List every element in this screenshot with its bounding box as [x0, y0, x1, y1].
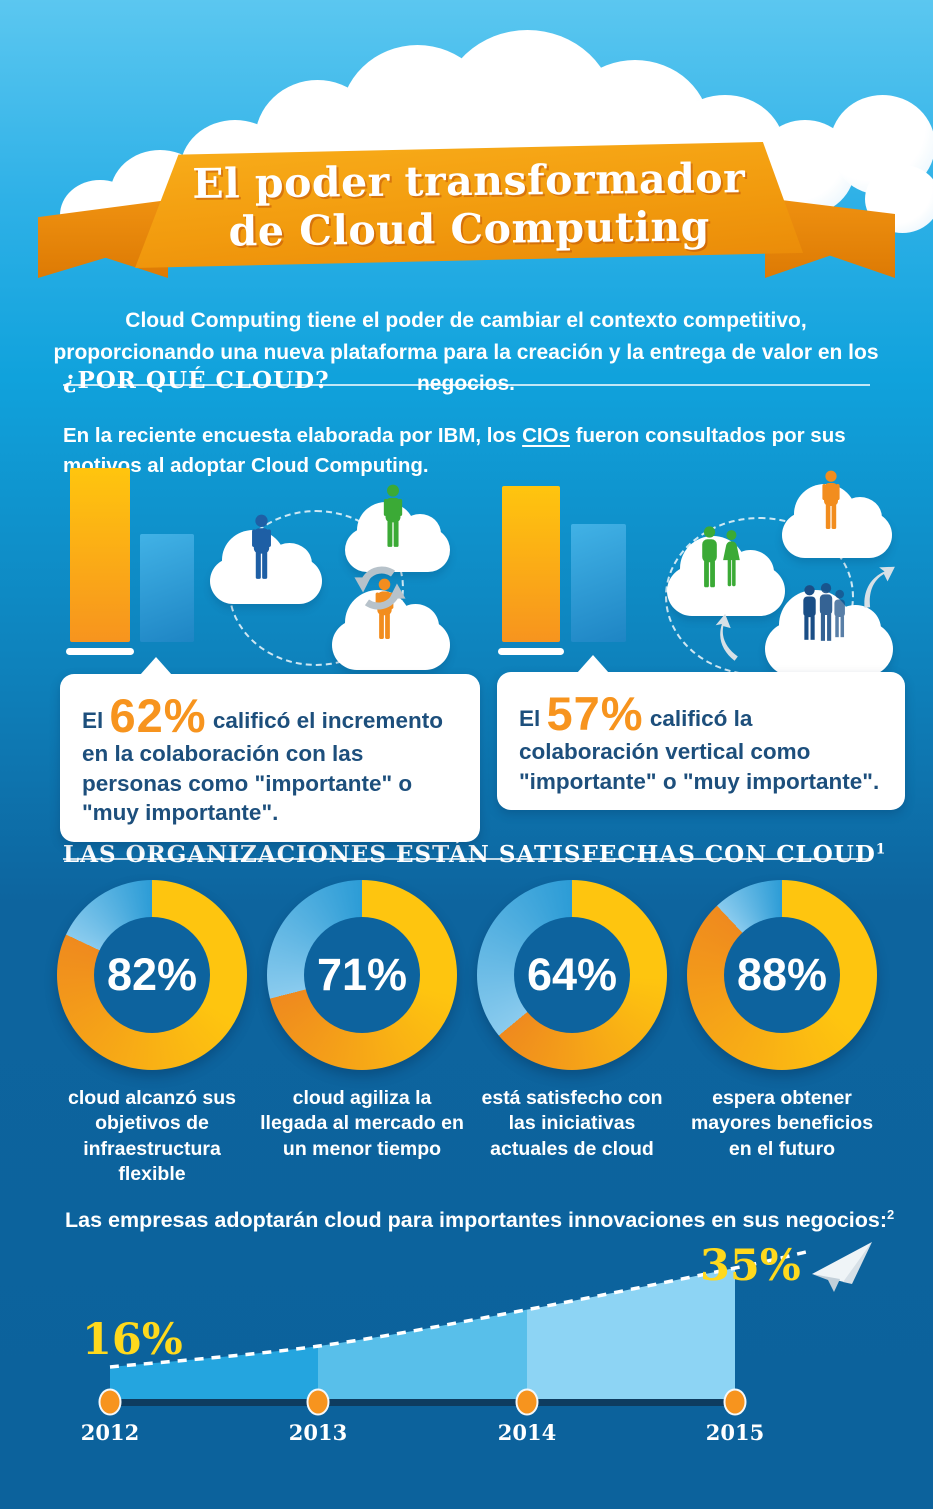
x-axis-line — [104, 1399, 745, 1406]
adoption-area-chart: 2012 2013 2014 2015 16% 35% — [81, 1241, 872, 1445]
adoption-heading: Las empresas adoptarán cloud para import… — [65, 1207, 905, 1233]
donut-chart-64: 64% está satisfecho con las iniciativas … — [467, 880, 677, 1162]
year-marker-dot — [723, 1388, 747, 1416]
paper-plane-icon — [812, 1242, 872, 1292]
section-rule — [63, 858, 870, 860]
person-icon — [380, 484, 406, 548]
page-title-line2: de Cloud Computing — [228, 202, 711, 256]
area-segment — [110, 1346, 318, 1402]
callout-value: 57% — [546, 687, 644, 740]
x-tick-label: 2013 — [289, 1420, 347, 1445]
bar-chart-icon — [502, 486, 560, 642]
page-title-line1: El poder transformador — [192, 154, 746, 208]
callout-lead: El — [82, 708, 104, 733]
bar-chart-icon — [70, 468, 130, 642]
footnote-mark-1: 1 — [875, 841, 887, 858]
value-label-end: 35% — [700, 1241, 801, 1291]
why-body-after: fueron consultados por sus motivos al ad… — [63, 423, 846, 478]
donut-ring: 64% — [477, 880, 667, 1070]
area-segment — [318, 1309, 527, 1402]
trend-dashed-line — [109, 1250, 807, 1369]
year-marker-dot — [98, 1388, 122, 1416]
x-tick-label: 2015 — [706, 1420, 764, 1445]
satisfaction-heading-text: LAS ORGANIZACIONES ESTÁN SATISFECHAS CON… — [63, 841, 876, 869]
x-tick-label: 2012 — [81, 1420, 139, 1445]
callout-text: calificó la colaboración vertical como "… — [519, 706, 880, 794]
bar-chart-icon — [571, 524, 626, 642]
why-cloud-body: En la reciente encuesta elaborada por IB… — [63, 421, 883, 483]
section-heading-satisfaction: LAS ORGANIZACIONES ESTÁN SATISFECHAS CON… — [63, 841, 886, 868]
person-icon — [819, 470, 843, 530]
adoption-heading-text: Las empresas adoptarán cloud para import… — [65, 1207, 888, 1232]
donut-ring: 88% — [687, 880, 877, 1070]
person-icon — [248, 514, 275, 580]
callout-62-percent: El 62% calificó el incremento en la cola… — [60, 656, 480, 843]
bar-underline — [498, 648, 564, 655]
donut-chart-82: 82% cloud alcanzó sus objetivos de infra… — [47, 880, 257, 1187]
donut-caption: está satisfecho con las iniciativas actu… — [481, 1087, 663, 1160]
donut-ring: 82% — [57, 880, 247, 1070]
area-segment — [527, 1268, 735, 1402]
donut-caption: cloud alcanzó sus objetivos de infraestr… — [68, 1087, 236, 1186]
year-marker-dot — [515, 1388, 539, 1416]
year-marker-dot — [306, 1388, 330, 1416]
section-heading-why-cloud: ¿POR QUÉ CLOUD? — [63, 367, 330, 395]
callout-57-percent: El 57% calificó la colaboración vertical… — [497, 654, 905, 811]
survey-illustration-people-collaboration — [60, 462, 465, 677]
donut-caption: cloud agiliza la llegada al mercado en u… — [260, 1087, 464, 1160]
value-label-start: 16% — [82, 1315, 183, 1365]
cios-link[interactable]: CIOs — [522, 423, 570, 447]
donut-chart-71: 71% cloud agiliza la llegada al mercado … — [257, 880, 467, 1162]
why-body-before: En la reciente encuesta elaborada por IB… — [63, 423, 523, 447]
couple-icon — [697, 524, 745, 590]
donut-value: 64% — [526, 949, 618, 1000]
donut-value: 88% — [736, 949, 828, 1000]
footnote-mark-2: 2 — [887, 1206, 895, 1222]
donut-value: 71% — [316, 949, 408, 1000]
bar-chart-icon — [140, 534, 194, 642]
intro-text: Cloud Computing tiene el poder de cambia… — [53, 309, 879, 395]
x-tick-label: 2014 — [498, 1420, 556, 1445]
callout-value: 62% — [109, 689, 207, 742]
people-group-icon — [797, 582, 853, 646]
sync-arrows-icon — [347, 555, 413, 621]
donut-value: 82% — [106, 949, 198, 1000]
donut-ring: 71% — [267, 880, 457, 1070]
bar-underline — [66, 648, 134, 655]
survey-illustration-vertical-collaboration — [497, 462, 902, 677]
callout-lead: El — [519, 706, 541, 731]
page-title: El poder transformador de Cloud Computin… — [135, 154, 803, 258]
curved-arrow-icon — [855, 557, 899, 617]
callout-text: calificó el incremento en la colaboració… — [82, 708, 443, 826]
donut-caption: espera obtener mayores beneficios en el … — [690, 1087, 874, 1160]
donut-chart-88: 88% espera obtener mayores beneficios en… — [677, 880, 887, 1162]
ribbon-band: El poder transformador de Cloud Computin… — [135, 142, 803, 268]
section-rule — [63, 384, 870, 386]
